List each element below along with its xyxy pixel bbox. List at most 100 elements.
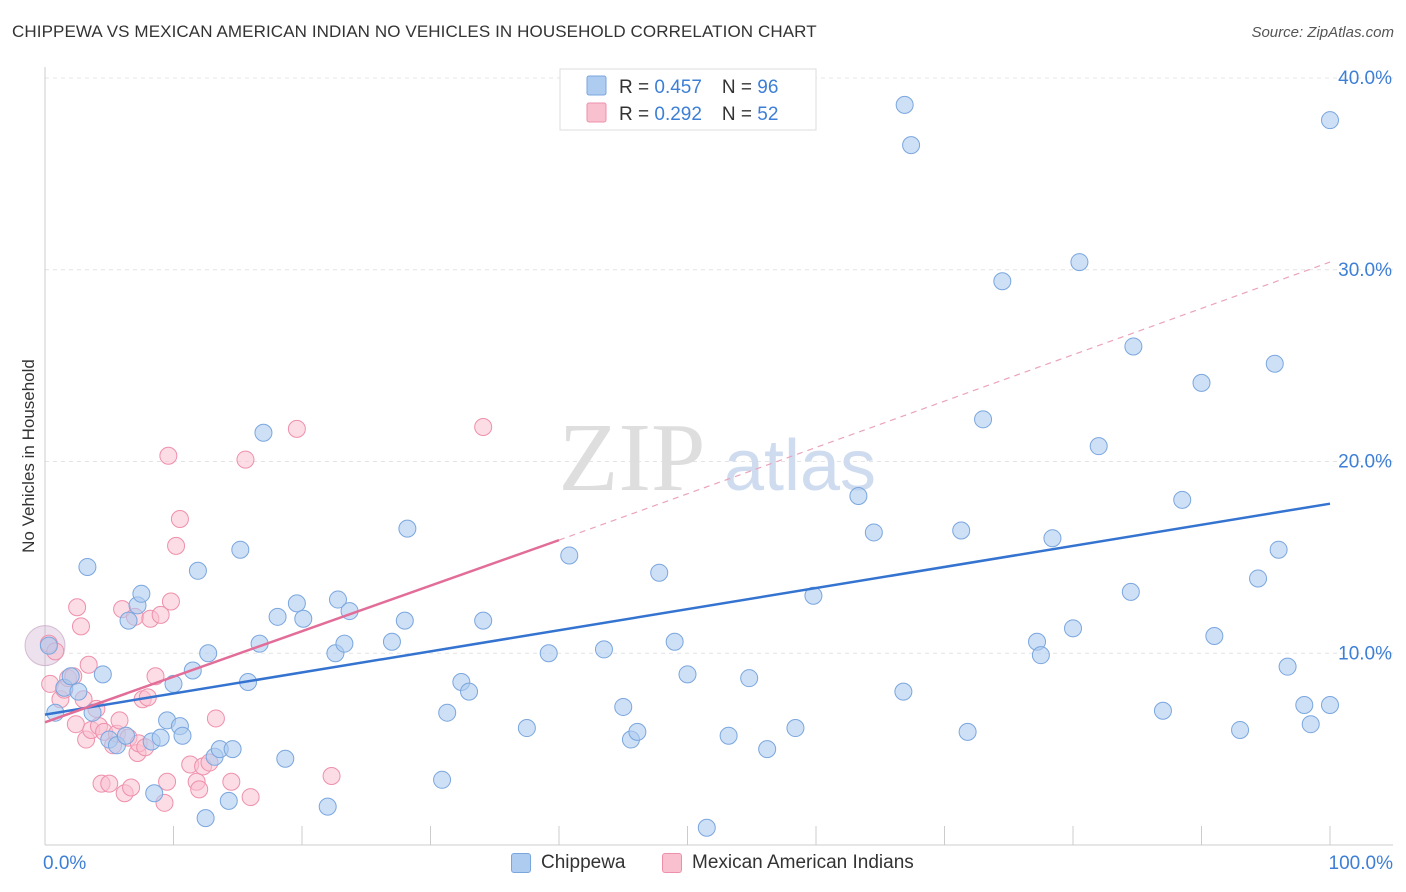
y-tick-label-2: 30.0% [1338, 260, 1392, 281]
mexican-point-38 [161, 592, 180, 611]
y-tick-label-0: 10.0% [1338, 643, 1392, 664]
gridlines [45, 77, 1393, 654]
chippewa-point-92 [1295, 696, 1314, 715]
chippewa-point-3 [61, 667, 80, 686]
legend-item-chippewa[interactable]: Chippewa [511, 852, 626, 874]
chippewa-point-88 [1249, 569, 1268, 588]
mexican-point-36 [158, 772, 177, 791]
legend-swatch-mexican [662, 853, 682, 873]
y-axis-label: No Vehicles in Household [19, 359, 38, 553]
chippewa-point-44 [398, 519, 417, 538]
chippewa-point-68 [894, 682, 913, 701]
mexican-point-48 [236, 450, 255, 469]
chippewa-point-71 [952, 521, 971, 540]
chippewa-point-51 [539, 644, 558, 663]
legend-n-label: N = [722, 104, 757, 125]
chippewa-point-15 [145, 784, 164, 803]
chippewa-point-10 [116, 726, 135, 745]
legend-r-value: 0.457 [654, 77, 702, 98]
chippewa-point-39 [328, 590, 347, 609]
chippewa-point-22 [188, 561, 207, 580]
y-tick-label-3: 40.0% [1338, 68, 1392, 89]
chippewa-point-77 [1043, 529, 1062, 548]
chippewa-point-40 [335, 634, 354, 653]
chippewa-point-63 [758, 740, 777, 759]
chippewa-point-49 [474, 611, 493, 630]
chippewa-point-45 [433, 770, 452, 789]
mexican-point-52 [474, 417, 493, 436]
watermark-zip: ZIP [559, 404, 706, 512]
series-legend: Chippewa Mexican American Indians [0, 852, 1406, 878]
mexican-point-34 [151, 605, 170, 624]
mexican-point-25 [122, 778, 141, 797]
chippewa-point-56 [628, 722, 647, 741]
chippewa-point-74 [993, 272, 1012, 291]
tick-labels: 10.0% 20.0% 30.0% 40.0% 0.0% 100.0% [43, 68, 1393, 874]
legend-r-label: R = [619, 77, 654, 98]
mexican-trend-line [44, 538, 560, 724]
legend-swatch-mexican [586, 102, 607, 123]
chippewa-point-84 [1173, 490, 1192, 509]
mexican-point-46 [206, 709, 225, 728]
chippewa-point-50 [517, 719, 536, 738]
chippewa-point-58 [665, 632, 684, 651]
chippewa-point-23 [196, 809, 215, 828]
source-credit: Source: ZipAtlas.com [1251, 24, 1394, 41]
chippewa-point-54 [614, 697, 633, 716]
chippewa-point-53 [594, 640, 613, 659]
chippewa-point-64 [786, 719, 805, 738]
chippewa-point-79 [1070, 253, 1089, 272]
chippewa-point-33 [268, 607, 287, 626]
chippewa-point-24 [199, 644, 218, 663]
chippewa-point-29 [231, 540, 250, 559]
watermark: ZIP atlas [559, 404, 877, 512]
chippewa-point-62 [740, 669, 759, 688]
chippewa-point-87 [1231, 720, 1250, 739]
chippewa-point-35 [287, 594, 306, 613]
chippewa-point-43 [395, 611, 414, 630]
chippewa-point-20 [173, 726, 192, 745]
chippewa-point-83 [1153, 701, 1172, 720]
axes [44, 67, 1393, 846]
chippewa-point-78 [1064, 619, 1082, 638]
chippewa-point-28 [223, 740, 242, 759]
chippewa-point-82 [1124, 337, 1143, 356]
chippewa-point-80 [1089, 437, 1108, 456]
trend-lines [44, 261, 1331, 724]
chippewa-point-66 [849, 487, 868, 506]
legend-row-chippewa: R = 0.457 N = 96 [619, 77, 778, 98]
mexican-point-8 [68, 598, 87, 617]
mexican-point-37 [159, 446, 178, 465]
x-tick-label-0: 0.0% [43, 853, 86, 874]
chippewa-point-27 [219, 791, 238, 810]
mexican-point-47 [222, 772, 241, 791]
chippewa-point-46 [438, 703, 457, 722]
chippewa-point-86 [1205, 626, 1224, 645]
chippewa-point-70 [902, 136, 921, 155]
chippewa-point-95 [1321, 696, 1339, 715]
chippewa-point-72 [958, 722, 977, 741]
legend-item-mexican[interactable]: Mexican American Indians [662, 852, 914, 874]
mexican-point-18 [100, 774, 119, 793]
mexican-point-50 [287, 419, 306, 438]
mexican-point-51 [322, 766, 341, 785]
chippewa-point-34 [276, 749, 295, 768]
chippewa-point-67 [864, 523, 883, 542]
chippewa-point-52 [560, 546, 579, 565]
mexican-point-9 [71, 617, 90, 636]
chippewa-point-32 [254, 423, 273, 442]
legend-r-label: R = [619, 104, 654, 125]
chippewa-point-48 [460, 682, 479, 701]
mexican-point-43 [190, 780, 209, 799]
chippewa-point-69 [895, 95, 914, 114]
legend-label-chippewa: Chippewa [541, 852, 626, 873]
chippewa-point-81 [1121, 582, 1140, 601]
chippewa-point-0 [39, 636, 58, 655]
chippewa-point-42 [382, 632, 401, 651]
mexican-american-indians-points [24, 417, 493, 812]
legend-swatch-chippewa [586, 75, 607, 96]
mexican-trend-extension [558, 261, 1331, 541]
mexican-point-39 [167, 536, 186, 555]
chippewa-point-89 [1265, 354, 1284, 373]
mexican-point-49 [241, 788, 260, 807]
